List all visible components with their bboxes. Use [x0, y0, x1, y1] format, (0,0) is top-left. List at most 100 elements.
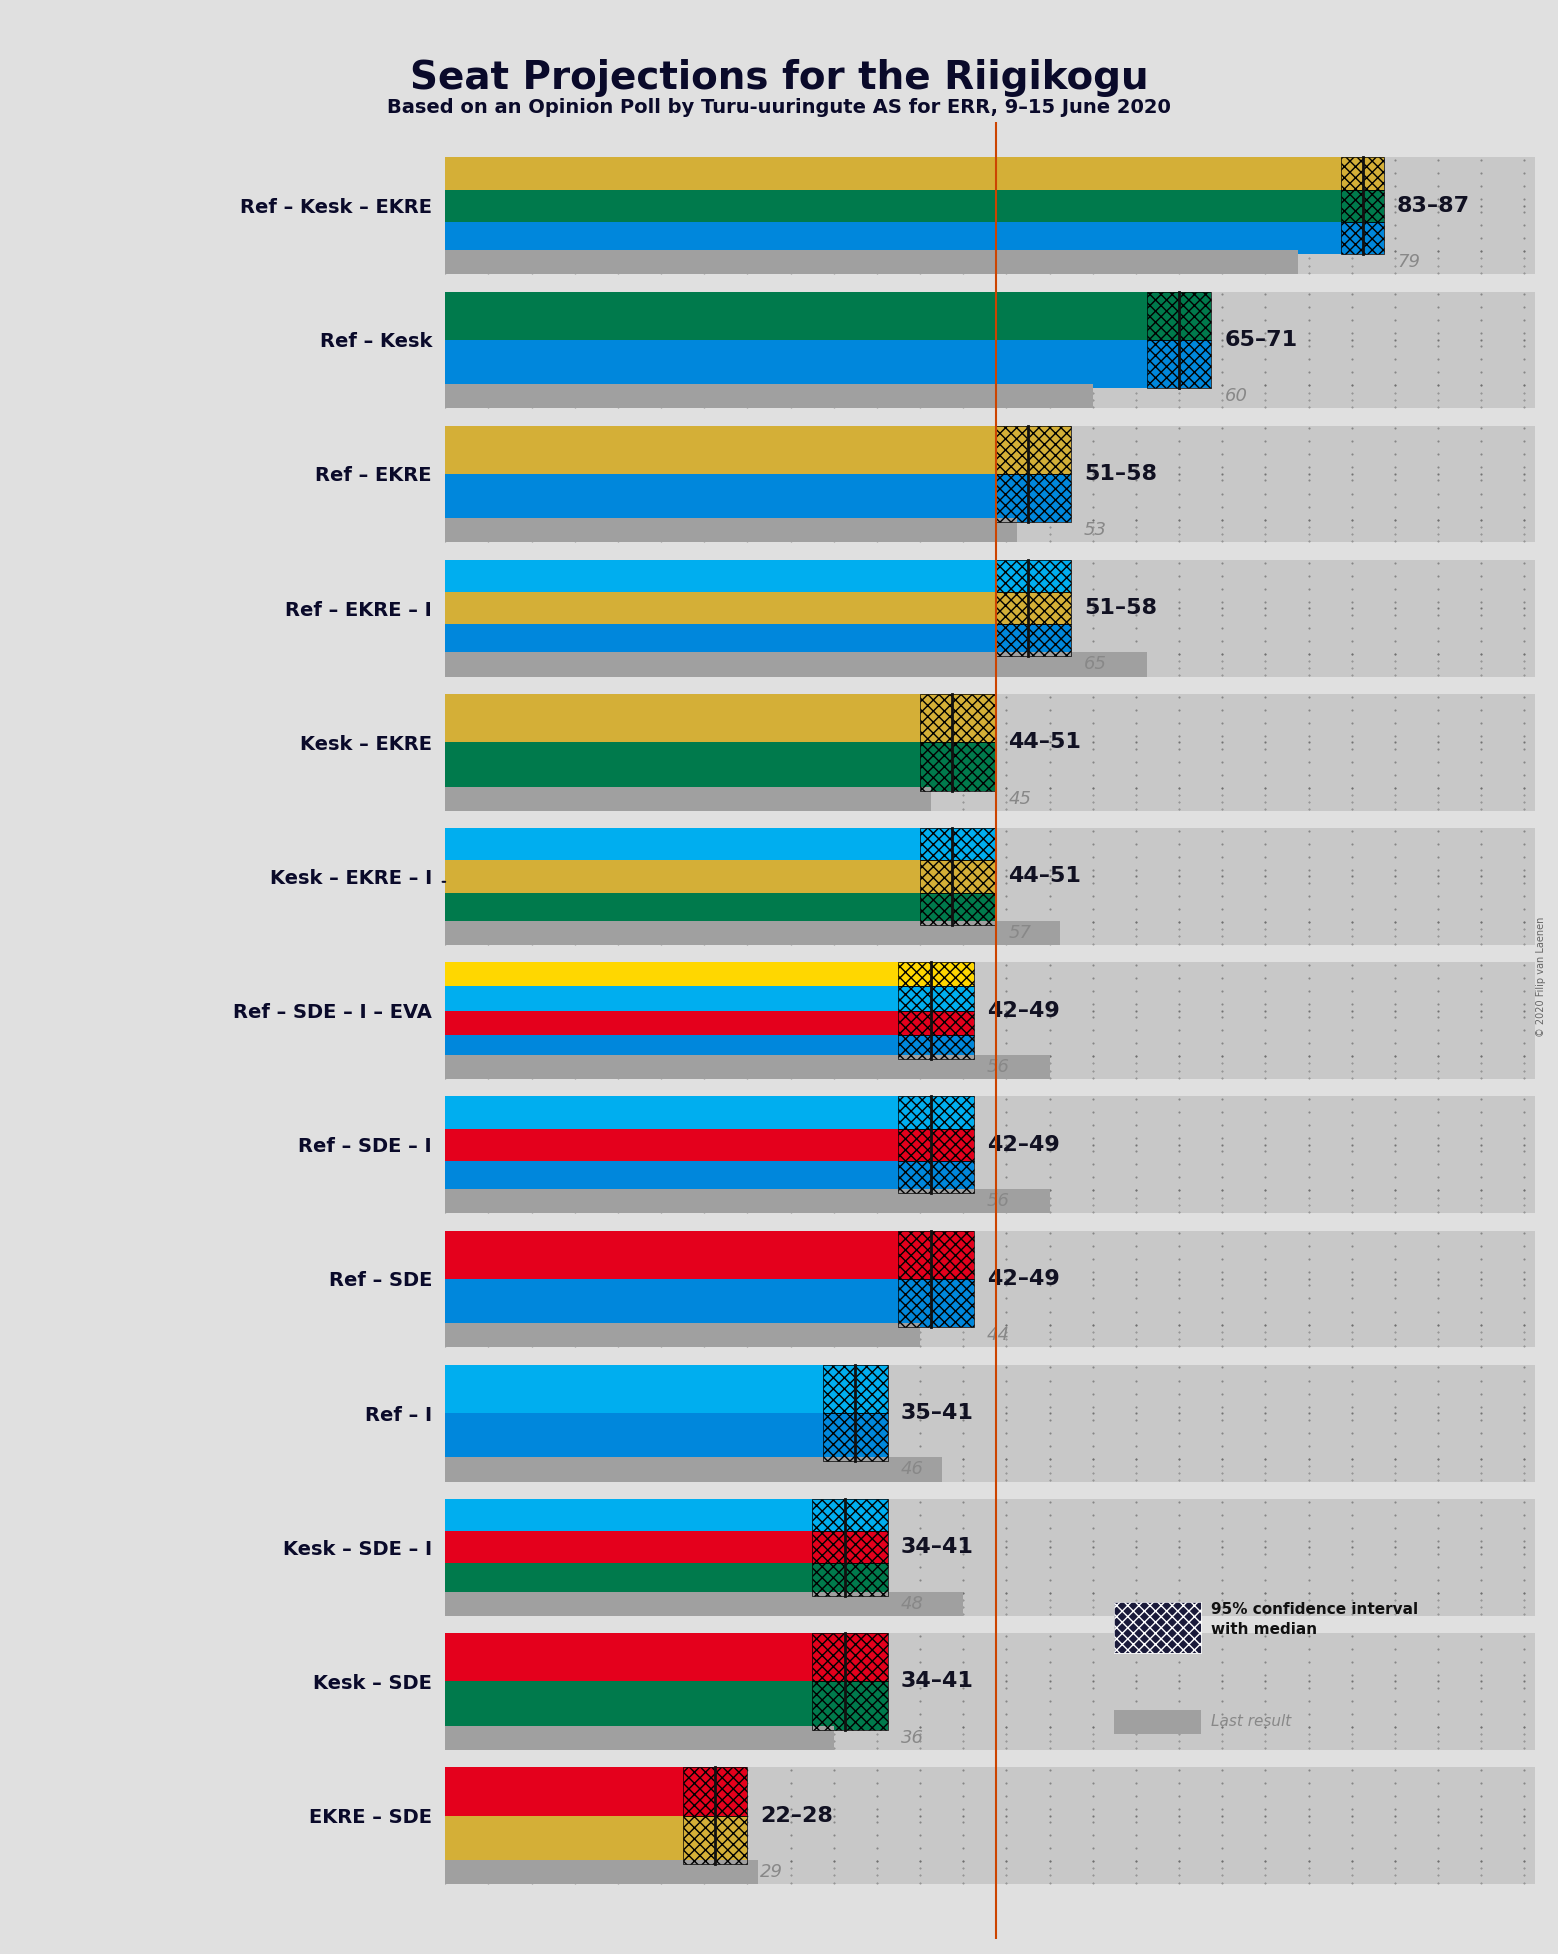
Text: 51–58: 51–58 — [1084, 598, 1158, 617]
Bar — [446, 190, 1341, 221]
Bar — [446, 1055, 1050, 1079]
Bar — [446, 385, 1092, 408]
Bar — [446, 860, 921, 893]
Bar — [446, 1323, 921, 1348]
Text: 42–49: 42–49 — [986, 1268, 1059, 1290]
Bar — [899, 1096, 974, 1129]
Bar — [996, 592, 1072, 623]
Bar — [446, 518, 1017, 543]
Bar — [921, 743, 996, 791]
Bar — [446, 291, 1147, 340]
Bar — [446, 1725, 1535, 1751]
Bar — [446, 1499, 1535, 1596]
Text: 44–51: 44–51 — [1008, 733, 1081, 752]
Bar — [446, 893, 921, 924]
Bar — [446, 518, 1535, 543]
Bar — [899, 1010, 974, 1036]
Bar — [921, 828, 996, 860]
Bar — [899, 1036, 974, 1059]
Text: 56: 56 — [986, 1057, 1010, 1077]
Bar — [446, 1680, 812, 1729]
Bar — [446, 1591, 1535, 1616]
Bar — [446, 743, 921, 791]
Bar — [446, 385, 1535, 408]
Bar — [446, 987, 899, 1010]
Bar — [996, 592, 1072, 623]
Bar — [899, 1096, 974, 1129]
Bar — [1147, 291, 1212, 340]
Bar — [899, 961, 974, 987]
Bar — [1341, 221, 1384, 254]
Bar — [446, 561, 1535, 657]
Text: 35–41: 35–41 — [901, 1403, 974, 1423]
Bar — [996, 426, 1072, 475]
Text: 57: 57 — [1008, 924, 1031, 942]
Bar — [812, 1499, 888, 1532]
Bar — [899, 1129, 974, 1161]
Bar — [446, 1055, 1535, 1079]
Bar — [446, 1364, 823, 1413]
Bar — [812, 1532, 888, 1563]
Bar — [921, 860, 996, 893]
Bar — [996, 561, 1072, 592]
Bar — [921, 694, 996, 743]
Bar — [446, 1036, 899, 1059]
Bar — [1114, 1602, 1201, 1653]
Bar — [899, 1231, 974, 1280]
Bar — [1114, 1710, 1201, 1733]
Bar — [682, 1815, 748, 1864]
Bar — [899, 1280, 974, 1327]
Text: 53: 53 — [1084, 522, 1108, 539]
Bar — [1114, 1602, 1201, 1653]
Bar — [446, 1323, 1535, 1348]
Bar — [446, 961, 1535, 1059]
Bar — [446, 1766, 682, 1815]
Bar — [899, 987, 974, 1010]
Bar — [446, 1231, 1535, 1327]
Text: 51–58: 51–58 — [1084, 463, 1158, 485]
Bar — [446, 1591, 963, 1616]
Bar — [446, 1010, 899, 1036]
Text: Seat Projections for the Riigikogu: Seat Projections for the Riigikogu — [410, 59, 1148, 96]
Bar — [446, 1280, 899, 1327]
Bar — [446, 787, 1535, 811]
Bar — [446, 426, 996, 475]
Bar — [812, 1680, 888, 1729]
Bar — [921, 893, 996, 924]
Bar — [682, 1815, 748, 1864]
Bar — [446, 653, 1535, 676]
Bar — [996, 475, 1072, 522]
Text: Last result: Last result — [1212, 1714, 1292, 1729]
Bar — [446, 221, 1341, 254]
Bar — [812, 1563, 888, 1596]
Bar — [1341, 190, 1384, 221]
Bar — [921, 743, 996, 791]
Bar — [446, 1725, 834, 1751]
Bar — [996, 426, 1072, 475]
Text: 79: 79 — [1398, 252, 1419, 272]
Bar — [446, 291, 1535, 389]
Text: 65–71: 65–71 — [1225, 330, 1298, 350]
Text: 34–41: 34–41 — [901, 1671, 974, 1692]
Bar — [446, 1364, 1535, 1462]
Bar — [996, 623, 1072, 657]
Text: 48: 48 — [901, 1594, 924, 1612]
Bar — [899, 987, 974, 1010]
Bar — [446, 1096, 899, 1129]
Text: 83–87: 83–87 — [1398, 195, 1471, 215]
Bar — [1147, 291, 1212, 340]
Bar — [446, 694, 921, 743]
Bar — [1147, 340, 1212, 389]
Bar — [899, 1129, 974, 1161]
Bar — [446, 1860, 1535, 1884]
Bar — [446, 340, 1147, 389]
Bar — [812, 1532, 888, 1563]
Bar — [1341, 221, 1384, 254]
Bar — [446, 1190, 1050, 1213]
Bar — [823, 1413, 888, 1462]
Text: 36: 36 — [901, 1729, 924, 1747]
Bar — [1341, 158, 1384, 190]
Bar — [446, 158, 1535, 254]
Bar — [812, 1634, 888, 1680]
Bar — [446, 1458, 1535, 1481]
